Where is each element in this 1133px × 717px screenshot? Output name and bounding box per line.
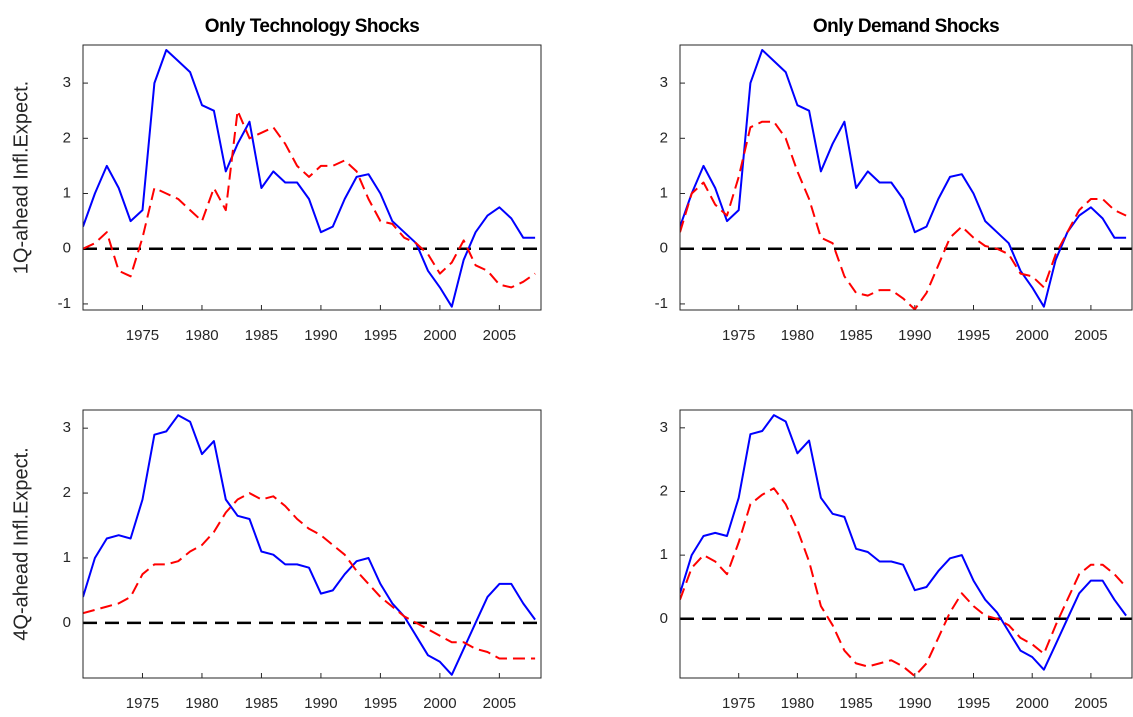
x-tick-label: 1985 (839, 695, 872, 712)
y-tick-label: 3 (660, 74, 668, 91)
x-tick-label: 1990 (898, 695, 931, 712)
x-tick-label: 1990 (304, 695, 337, 712)
plot-frame (679, 44, 1133, 311)
y-tick-label: -1 (58, 295, 71, 312)
y-tick-label: 2 (660, 482, 668, 499)
x-tick-label: 1990 (898, 327, 931, 344)
series-line (83, 49, 536, 308)
x-tick-label: 1985 (245, 695, 278, 712)
y-tick-label: 3 (63, 419, 71, 436)
x-tick-label: 1975 (722, 327, 755, 344)
plot-area (680, 45, 1132, 310)
subplot: 0 1 2 3 1975 1980 1985 1990 1995 2000 2005 (660, 409, 1133, 712)
plot-area (83, 45, 541, 310)
y-tick-label: 2 (63, 484, 71, 501)
series-line (680, 120, 1127, 310)
x-tick-label: 2005 (1074, 695, 1107, 712)
y-tick-label: 0 (63, 614, 71, 631)
x-tick-label: 1990 (304, 327, 337, 344)
x-tick-label: 1980 (781, 695, 814, 712)
plot-frame (82, 44, 542, 311)
x-tick-label: 1995 (364, 695, 397, 712)
series-line (680, 49, 1127, 308)
y-axis-label: 1Q-ahead Infl.Expect. (10, 81, 32, 274)
x-tick-label: 1995 (364, 327, 397, 344)
x-tick-label: 1975 (126, 695, 159, 712)
x-tick-label: 1975 (722, 695, 755, 712)
y-tick-label: 3 (63, 74, 71, 91)
x-tick-label: 2005 (483, 327, 516, 344)
x-tick-label: 1980 (781, 327, 814, 344)
y-tick-label: -1 (655, 295, 668, 312)
x-tick-label: 2000 (1016, 327, 1049, 344)
y-tick-label: 2 (660, 129, 668, 146)
subplot-title: Only Demand Shocks (813, 16, 999, 37)
x-tick-label: 1975 (126, 327, 159, 344)
x-tick-label: 2005 (1074, 327, 1107, 344)
y-tick-label: 0 (63, 240, 71, 257)
x-tick-label: 1980 (185, 695, 218, 712)
x-tick-label: 2000 (1016, 695, 1049, 712)
subplot-title: Only Technology Shocks (205, 16, 420, 37)
x-tick-label: 2005 (483, 695, 516, 712)
y-tick-label: 0 (660, 610, 668, 627)
plot-frame (679, 409, 1133, 679)
y-axis-label: 4Q-ahead Infl.Expect. (10, 447, 32, 640)
x-tick-label: 1985 (839, 327, 872, 344)
subplot: Only Technology Shocks 1Q-ahead Infl.Expe… (10, 16, 542, 344)
x-tick-label: 2000 (423, 695, 456, 712)
x-tick-label: 1995 (957, 695, 990, 712)
series-line (83, 109, 536, 289)
y-tick-label: 3 (660, 419, 668, 436)
subplot: 4Q-ahead Infl.Expect. 0 1 2 3 1975 1980 1985 199… (10, 409, 542, 712)
x-tick-label: 1980 (185, 327, 218, 344)
plot-area (680, 410, 1132, 678)
y-tick-label: 1 (660, 184, 668, 201)
x-tick-label: 1985 (245, 327, 278, 344)
x-tick-label: 1995 (957, 327, 990, 344)
x-tick-label: 2000 (423, 327, 456, 344)
plot-area (83, 410, 541, 678)
y-tick-label: 2 (63, 129, 71, 146)
plot-frame (82, 409, 542, 679)
subplot: Only Demand Shocks -1 0 1 2 3 1975 1980 1985 1990… (655, 16, 1133, 344)
series-line (83, 492, 536, 660)
y-tick-label: 0 (660, 240, 668, 257)
series-line (680, 414, 1127, 671)
y-tick-label: 1 (63, 184, 71, 201)
y-tick-label: 1 (660, 546, 668, 563)
y-tick-label: 1 (63, 549, 71, 566)
series-line (83, 414, 536, 676)
